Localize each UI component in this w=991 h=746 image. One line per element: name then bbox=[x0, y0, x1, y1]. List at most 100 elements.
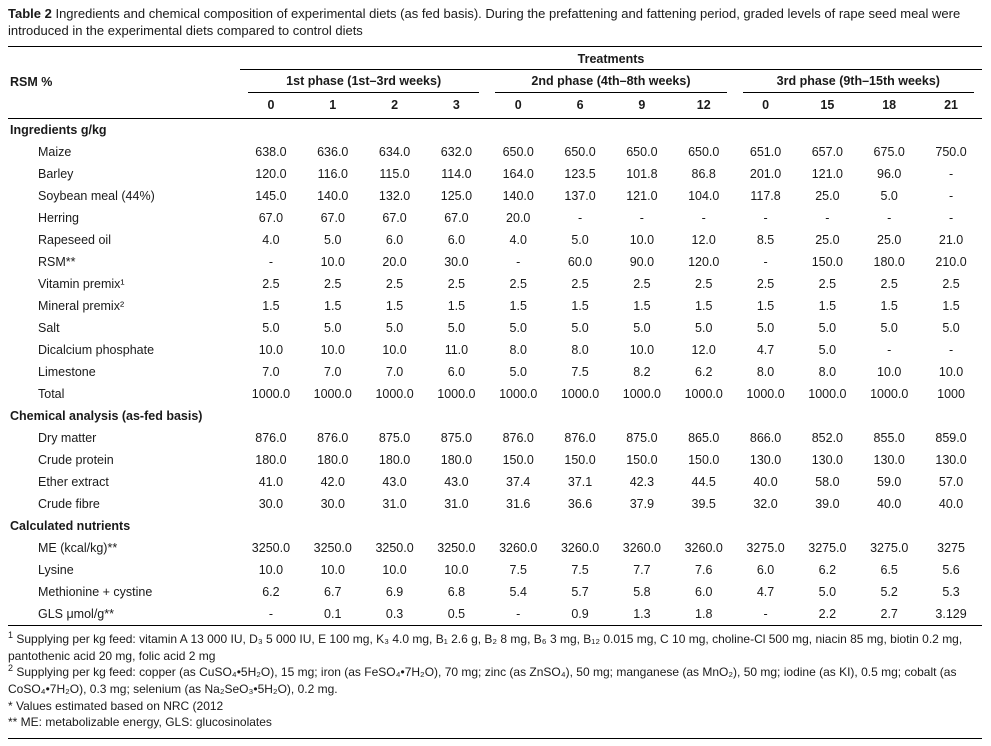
value-cell: - bbox=[763, 211, 768, 226]
value-cell: 42.3 bbox=[629, 475, 655, 490]
row-label: ME (kcal/kg)** bbox=[38, 541, 118, 556]
value-cell: 6.8 bbox=[447, 585, 466, 600]
table-row: Barley 120.0 116.0 115.0 114.0 164.0 123.5 101.… bbox=[8, 163, 982, 185]
value-cell: 1000.0 bbox=[684, 387, 723, 402]
value-cell: 7.0 bbox=[385, 365, 404, 380]
value-cell: 4.0 bbox=[509, 233, 527, 248]
value-cell: 6.9 bbox=[385, 585, 404, 600]
value-cell: 5.8 bbox=[633, 585, 651, 600]
value-cell: 5.0 bbox=[262, 321, 280, 336]
value-cell: 1000.0 bbox=[746, 387, 785, 402]
value-cell: 21.0 bbox=[938, 233, 964, 248]
value-cell: 180.0 bbox=[378, 453, 411, 468]
value-cell: 96.0 bbox=[877, 167, 902, 182]
value-cell: 855.0 bbox=[873, 431, 905, 446]
value-cell: 39.0 bbox=[815, 497, 840, 512]
value-cell: 6.5 bbox=[880, 563, 898, 578]
value-cell: 31.0 bbox=[444, 497, 469, 512]
value-cell: 2.5 bbox=[942, 277, 960, 292]
value-cell: 1.8 bbox=[695, 607, 713, 622]
value-cell: 3250.0 bbox=[375, 541, 414, 556]
value-cell: 1.5 bbox=[942, 299, 960, 314]
value-cell: 43.0 bbox=[444, 475, 469, 490]
value-cell: 2.5 bbox=[385, 277, 404, 292]
value-cell: - bbox=[577, 211, 583, 226]
rsm-level-header: 9 bbox=[610, 93, 673, 120]
value-cell: 6.2 bbox=[262, 585, 280, 600]
row-label: Crude fibre bbox=[38, 497, 100, 512]
value-cell: 5.0 bbox=[818, 343, 837, 358]
footnote: 2 Supplying per kg feed: copper (as CuSO… bbox=[8, 663, 957, 696]
value-cell: 150.0 bbox=[502, 453, 534, 468]
value-cell: 10.0 bbox=[629, 233, 655, 248]
table-row: ME (kcal/kg)** 3250.0 3250.0 3250.0 3250.0 32… bbox=[8, 537, 982, 559]
value-cell: - bbox=[701, 211, 706, 226]
rsm-level-header: 18 bbox=[858, 93, 921, 120]
value-cell: 116.0 bbox=[317, 167, 348, 182]
value-cell: 3275.0 bbox=[808, 541, 847, 556]
value-cell: 8.0 bbox=[818, 365, 837, 380]
table-row: Methionine + cystine 6.2 6.7 6.9 6.8 5.4 5.7 5.… bbox=[8, 581, 982, 603]
value-cell: 852.0 bbox=[811, 431, 843, 446]
value-cell: 5.0 bbox=[324, 233, 342, 248]
value-cell: 650.0 bbox=[626, 145, 658, 160]
value-cell: 30.0 bbox=[444, 255, 469, 270]
value-cell: 3260.0 bbox=[560, 541, 600, 556]
value-cell: 6.0 bbox=[695, 585, 713, 600]
value-cell: 3275.0 bbox=[870, 541, 909, 556]
phase-header-label: 2nd phase (4th–8th weeks) bbox=[495, 70, 727, 94]
value-cell: 58.0 bbox=[815, 475, 840, 490]
value-cell: 6.2 bbox=[695, 365, 713, 380]
value-cell: 201.0 bbox=[749, 167, 782, 182]
value-cell: 57.0 bbox=[938, 475, 964, 490]
row-label: Dicalcium phosphate bbox=[38, 343, 155, 358]
value-cell: 30.0 bbox=[320, 497, 345, 512]
value-cell: 1.5 bbox=[385, 299, 404, 314]
value-cell: 1000.0 bbox=[251, 387, 291, 402]
value-cell: 0.5 bbox=[447, 607, 466, 622]
value-cell: 5.0 bbox=[571, 233, 589, 248]
value-cell: 632.0 bbox=[440, 145, 473, 160]
value-cell: 11.0 bbox=[444, 343, 469, 358]
table-row: Herring 67.0 67.0 67.0 67.0 20.0 - - - - - - - bbox=[8, 207, 982, 229]
row-label: RSM** bbox=[38, 255, 76, 270]
value-cell: 3250.0 bbox=[437, 541, 476, 556]
value-cell: 121.0 bbox=[626, 189, 658, 204]
phase-header-row: RSM % 1st phase (1st–3rd weeks) 2nd phase… bbox=[8, 70, 982, 94]
value-cell: 120.0 bbox=[688, 255, 720, 270]
value-cell: - bbox=[948, 211, 954, 226]
value-cell: 7.7 bbox=[633, 563, 651, 578]
value-cell: 10.0 bbox=[382, 343, 407, 358]
value-cell: 0.3 bbox=[385, 607, 404, 622]
table-row: Mineral premix² 1.5 1.5 1.5 1.5 1.5 1.5 1.5 1.5 1… bbox=[8, 295, 982, 317]
section-title: Chemical analysis (as-fed basis) bbox=[10, 409, 203, 424]
value-cell: 657.0 bbox=[811, 145, 843, 160]
value-cell: 210.0 bbox=[935, 255, 967, 270]
table-row: Lysine 10.0 10.0 10.0 10.0 7.5 7.5 7.7 7.6 6.0 6.2… bbox=[8, 559, 982, 581]
value-cell: 10.0 bbox=[938, 365, 964, 380]
footnote: ** ME: metabolizable energy, GLS: glucos… bbox=[8, 715, 272, 730]
value-cell: 5.0 bbox=[509, 321, 527, 336]
value-cell: - bbox=[763, 607, 768, 622]
value-cell: 5.7 bbox=[571, 585, 589, 600]
value-cell: 0.1 bbox=[324, 607, 342, 622]
row-label: Total bbox=[38, 387, 65, 402]
value-cell: 6.0 bbox=[447, 365, 466, 380]
value-cell: 876.0 bbox=[255, 431, 287, 446]
table-row: Rapeseed oil 4.0 5.0 6.0 6.0 4.0 5.0 10.0 12.0 8.… bbox=[8, 229, 982, 251]
row-label: Crude protein bbox=[38, 453, 114, 468]
value-cell: 675.0 bbox=[873, 145, 905, 160]
value-cell: 130.0 bbox=[749, 453, 782, 468]
value-cell: 5.0 bbox=[447, 321, 466, 336]
value-cell: 86.8 bbox=[691, 167, 716, 182]
value-cell: 650.0 bbox=[502, 145, 534, 160]
value-cell: 4.7 bbox=[756, 585, 775, 600]
phase-header-cell: 1st phase (1st–3rd weeks) bbox=[240, 70, 487, 94]
value-cell: 25.0 bbox=[815, 233, 840, 248]
value-cell: 40.0 bbox=[938, 497, 964, 512]
value-cell: 137.0 bbox=[564, 189, 596, 204]
value-cell: 1000.0 bbox=[870, 387, 909, 402]
value-cell: 140.0 bbox=[317, 189, 349, 204]
rsm-level-header: 2 bbox=[363, 93, 426, 120]
value-cell: 7.0 bbox=[324, 365, 342, 380]
